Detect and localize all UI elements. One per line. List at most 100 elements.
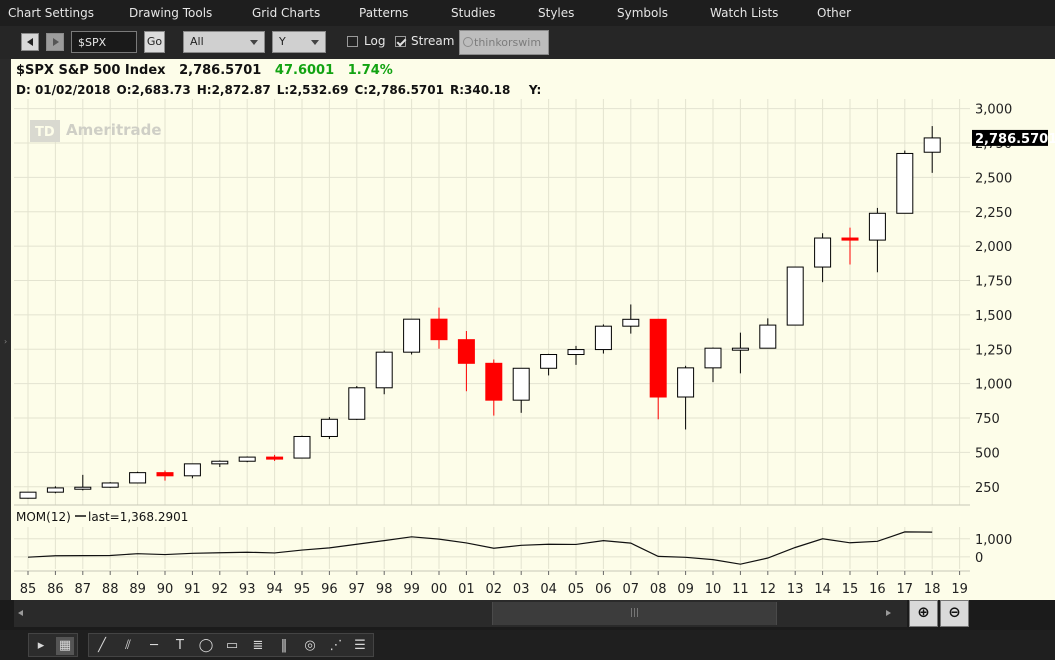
menu-patterns[interactable]: Patterns [359,6,409,20]
drawing-toolbar: ▸ ▦ ╱ ⫽ ─ T ◯ ▭ ≣ ‖ ◎ ⋰ ☰ [0,630,1055,660]
price-chart[interactable]: ›3,0002,7502,5002,2502,0001,7501,5001,25… [0,59,1055,600]
symbol-input[interactable] [71,31,137,53]
aggregation-select[interactable]: Y [272,31,326,53]
candle-up [183,463,201,477]
candle-up [293,435,311,459]
scroll-left-icon[interactable] [18,610,23,616]
time-tick-label: 96 [321,582,338,597]
time-tick-label: 97 [349,582,366,597]
td-logo [30,120,60,142]
menu-bar: Chart Settings Drawing Tools Grid Charts… [0,0,1055,26]
menu-styles[interactable]: Styles [538,6,575,20]
regression-icon[interactable]: ☰ [354,638,366,653]
menu-chart-settings[interactable]: Chart Settings [8,6,95,20]
time-tick-label: 91 [184,582,201,597]
chevron-down-icon [250,40,258,45]
scroll-right-icon[interactable] [886,610,891,616]
text-tool-icon[interactable]: T [176,638,184,653]
candle-up [923,137,941,153]
td-logo-text: TD [35,125,55,140]
chevron-down-icon [311,40,319,45]
menu-studies[interactable]: Studies [451,6,496,20]
expand-arrow-icon: › [4,337,7,346]
ohlc-close: C:2,786.5701 [354,83,444,97]
go-button[interactable]: Go [144,31,165,53]
cursor-icon[interactable]: ▸ [37,638,45,653]
time-tick-label: 18 [924,582,941,597]
chart-toolbar: Go All Y Log Stream thinkorswim [0,26,1055,59]
price-tick-label: 250 [975,481,1000,496]
ohlc-range: R:340.18 [450,83,510,97]
last-price-label: 2,786.5701 [975,132,1055,147]
time-tick-label: 06 [595,582,612,597]
spiral-icon[interactable]: ◎ [304,638,316,653]
crosshair-icon[interactable]: ▦ [56,637,74,655]
scrollbar-thumb[interactable]: ||| [492,602,777,625]
time-tick-label: 04 [540,582,557,597]
menu-symbols[interactable]: Symbols [617,6,668,20]
channel-icon[interactable]: ⫽ [125,638,131,653]
trendline-icon[interactable]: ╱ [98,638,106,653]
ellipse-icon[interactable]: ◯ [198,638,214,653]
log-checkbox[interactable] [347,36,358,47]
momentum-tick-label: 1,000 [975,533,1012,548]
price-tick-label: 2,250 [975,206,1012,221]
watermark-text: Ameritrade [66,121,162,139]
ohlc-open: O:2,683.73 [117,83,191,97]
time-tick-label: 14 [814,582,831,597]
candle-up [704,347,722,369]
fibonacci-icon[interactable]: ≣ [252,638,264,653]
chart-area[interactable]: ›3,0002,7502,5002,2502,0001,7501,5001,25… [0,59,1055,600]
ohlc-low-label: L: [276,83,290,97]
candle-up [348,387,366,420]
forward-button[interactable] [46,33,64,51]
time-tick-label: 89 [129,582,146,597]
ohlc-date: D: 01/02/2018 [16,83,111,97]
zoom-out-button[interactable]: ⊖ [940,600,969,627]
candle-up [896,152,914,214]
menu-other[interactable]: Other [817,6,852,20]
price-tick-label: 1,000 [975,378,1012,393]
candle-down [649,318,667,398]
candle-down [457,339,475,364]
time-tick-label: 07 [623,582,640,597]
time-tick-label: 94 [266,582,283,597]
time-tick-label: 03 [513,582,530,597]
drawing-tools: ╱ ⫽ ─ T ◯ ▭ ≣ ‖ ◎ ⋰ ☰ [88,633,374,657]
fan-icon[interactable]: ⋰ [329,638,343,653]
menu-watch-lists[interactable]: Watch Lists [710,6,779,20]
ohlc-open-label: O: [116,83,132,97]
time-tick-label: 12 [760,582,777,597]
price-tick-label: 1,750 [975,275,1012,290]
rectangle-icon[interactable]: ▭ [225,638,239,653]
grip-icon: ||| [629,608,640,618]
time-tick-label: 98 [376,582,393,597]
time-range-select[interactable]: All [183,31,265,53]
menu-drawing-tools[interactable]: Drawing Tools [129,6,213,20]
menu-grid-charts[interactable]: Grid Charts [252,6,321,20]
back-button[interactable] [21,33,39,51]
thinkorswim-button[interactable]: thinkorswim [459,30,549,55]
horizontal-line-icon[interactable]: ─ [150,638,158,653]
price-tick-label: 500 [975,446,1000,461]
candle-up [759,324,777,349]
zoom-in-button[interactable]: ⊕ [909,600,938,627]
candle-up [129,472,147,484]
candle-up [731,347,749,351]
horizontal-scrollbar[interactable]: ||| [14,600,907,627]
price-tick-label: 2,500 [975,171,1012,186]
candle-down [841,237,859,241]
candle-up [540,354,558,369]
candle-up [567,349,585,356]
stream-checkbox[interactable] [395,36,406,47]
time-tick-label: 01 [458,582,475,597]
candle-up [594,325,612,351]
quote-header: $SPX S&P 500 Index 2,786.5701 47.6001 1.… [16,63,393,78]
time-tick-label: 99 [403,582,420,597]
candle-down [156,472,174,477]
price-axis-panel [970,99,1055,584]
ohlc-y-label: Y: [528,83,542,97]
ohlc-high-value: 2,872.87 [211,83,271,97]
time-lines-icon[interactable]: ‖ [280,638,288,653]
